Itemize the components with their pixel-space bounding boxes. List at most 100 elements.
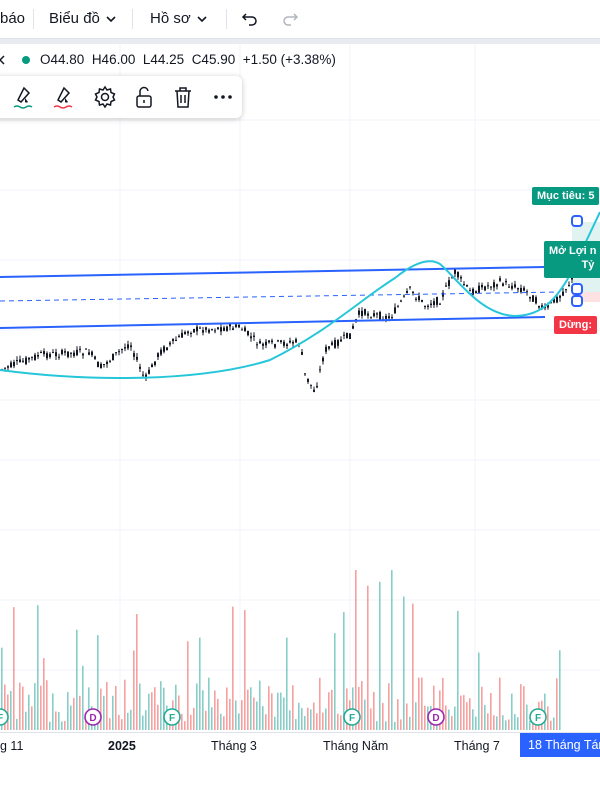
channel-lower-line[interactable] <box>0 316 546 329</box>
entry-handle[interactable] <box>571 283 583 295</box>
brush-red-icon[interactable] <box>50 84 76 110</box>
volume-bar <box>514 714 516 730</box>
candle-body <box>400 300 402 302</box>
chevron-down-icon <box>106 15 116 22</box>
candle-body <box>265 341 267 346</box>
volume-bar <box>385 721 387 730</box>
candle-body <box>13 362 15 367</box>
volume-bar <box>337 713 339 730</box>
candle-body <box>520 287 522 293</box>
x-axis-label: g 11 <box>0 739 24 753</box>
candle-body <box>280 340 282 343</box>
volume-bar <box>403 596 405 730</box>
unlock-icon[interactable] <box>131 84 157 110</box>
alerts-button[interactable]: báo <box>0 0 25 38</box>
candle-body <box>166 347 168 351</box>
candle-body <box>514 284 516 288</box>
event-marker-d[interactable]: D <box>84 708 102 726</box>
more-icon[interactable] <box>210 84 236 110</box>
volume-bar <box>34 683 36 730</box>
volume-bar <box>184 721 186 730</box>
channel-upper-line[interactable] <box>0 266 546 278</box>
candle-body <box>256 344 258 346</box>
candle-body <box>22 360 24 362</box>
time-axis[interactable]: g 11 2025 Tháng 3 Tháng Năm Tháng 7 18 T… <box>0 732 600 759</box>
stop-label[interactable]: Dừng: <box>554 316 598 334</box>
event-marker-letter: D <box>432 713 439 724</box>
alerts-label: báo <box>0 10 26 27</box>
event-marker-f[interactable]: F <box>163 708 181 726</box>
price-volume-chart[interactable]: FDFFDF <box>0 44 600 756</box>
volume-bar <box>157 704 159 730</box>
open-pl-label[interactable]: Mở Lợi n Tỷ <box>544 241 600 278</box>
candle-body <box>181 332 183 338</box>
event-marker-d[interactable]: D <box>427 708 445 726</box>
candle-body <box>34 354 36 360</box>
event-marker-f[interactable]: F <box>529 708 547 726</box>
undo-icon[interactable] <box>241 10 259 28</box>
legend-change: +1.50 (+3.38%) <box>242 52 336 67</box>
profile-menu-button[interactable]: Hồ sơ <box>150 0 207 38</box>
volume-bar <box>13 607 15 730</box>
redo-icon[interactable] <box>281 10 299 28</box>
volume-bar <box>220 713 222 730</box>
volume-bar <box>28 694 30 730</box>
candle-body <box>82 353 84 356</box>
back-arrow-icon[interactable] <box>0 55 6 65</box>
volume-bar <box>319 677 321 730</box>
target-handle[interactable] <box>571 215 583 227</box>
legend-values: O44.80 H46.00 L44.25 C45.90 +1.50 (+3.38… <box>40 50 336 70</box>
candle-body <box>148 369 150 374</box>
channel-mid-line[interactable] <box>0 291 561 302</box>
volume-bar <box>37 605 39 730</box>
volume-bar <box>73 697 75 730</box>
volume-bar <box>22 686 24 730</box>
volume-bar <box>175 684 177 730</box>
candle-body <box>370 317 372 319</box>
candle-body <box>307 378 309 382</box>
brush-green-icon[interactable] <box>10 84 36 110</box>
candle-body <box>472 288 474 295</box>
candle-body <box>7 366 9 368</box>
candle-body <box>172 338 174 342</box>
volume-bar <box>448 709 450 730</box>
candle-body <box>271 340 273 343</box>
candle-body <box>427 305 429 307</box>
volume-bar <box>373 691 375 730</box>
candle-body <box>244 327 246 332</box>
volume-bar <box>286 637 288 730</box>
gear-icon[interactable] <box>92 84 118 110</box>
candle-body <box>445 285 447 287</box>
candle-body <box>151 364 153 368</box>
stop-handle[interactable] <box>571 295 583 307</box>
event-marker-f[interactable]: F <box>343 708 361 726</box>
target-label[interactable]: Mục tiêu: 5 <box>532 187 600 205</box>
chart-pane[interactable]: F D F F D F Mục tiêu: 5 Mở Lợi n Tỷ Dừng: <box>0 44 600 756</box>
candle-body <box>475 291 477 293</box>
candle-body <box>241 329 243 331</box>
stop-zone[interactable] <box>572 292 600 302</box>
chart-grid <box>0 44 600 732</box>
volume-bar <box>283 697 285 730</box>
cup-pattern-curve[interactable] <box>0 211 600 380</box>
volume-bar <box>499 677 501 730</box>
candle-body <box>421 299 423 302</box>
volume-bar <box>364 699 366 730</box>
candle-body <box>286 344 288 347</box>
candle-body <box>145 374 147 378</box>
current-date-label: 18 Tháng Tám <box>520 733 600 757</box>
candle-body <box>157 353 159 357</box>
candle-body <box>163 346 165 352</box>
volume-bar <box>244 610 246 730</box>
candle-body <box>319 369 321 371</box>
candle-body <box>142 374 144 376</box>
candle-body <box>55 352 57 357</box>
event-marker-f[interactable]: F <box>0 708 9 726</box>
chart-menu-button[interactable]: Biểu đồ <box>49 0 116 38</box>
volume-bar <box>517 717 519 730</box>
candle-body <box>457 272 459 278</box>
candle-body <box>493 282 495 288</box>
candle-body <box>535 297 537 304</box>
trash-icon[interactable] <box>170 84 196 110</box>
candle-body <box>187 331 189 334</box>
